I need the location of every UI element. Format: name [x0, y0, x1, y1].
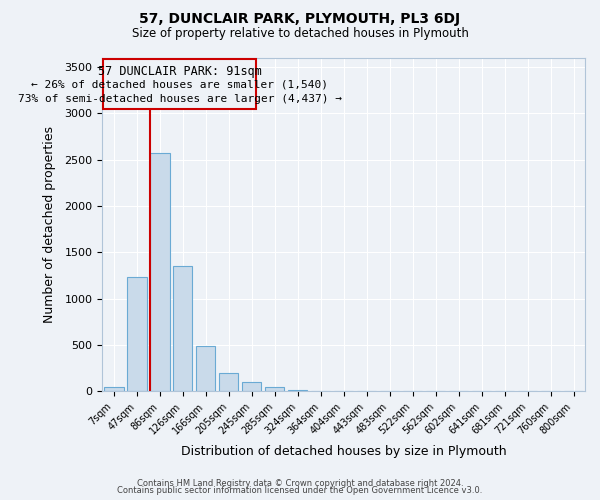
Bar: [104, 387, 124, 392]
Text: Contains HM Land Registry data © Crown copyright and database right 2024.: Contains HM Land Registry data © Crown c…: [137, 478, 463, 488]
X-axis label: Distribution of detached houses by size in Plymouth: Distribution of detached houses by size …: [181, 444, 506, 458]
Bar: [196, 346, 215, 392]
Bar: [150, 153, 170, 392]
Text: 73% of semi-detached houses are larger (4,437) →: 73% of semi-detached houses are larger (…: [18, 94, 342, 104]
Text: ← 26% of detached houses are smaller (1,540): ← 26% of detached houses are smaller (1,…: [31, 80, 328, 90]
Text: 57, DUNCLAIR PARK, PLYMOUTH, PL3 6DJ: 57, DUNCLAIR PARK, PLYMOUTH, PL3 6DJ: [139, 12, 461, 26]
Bar: [219, 374, 238, 392]
Bar: [127, 278, 146, 392]
Text: Size of property relative to detached houses in Plymouth: Size of property relative to detached ho…: [131, 28, 469, 40]
Bar: [288, 390, 307, 392]
Bar: [173, 266, 193, 392]
FancyBboxPatch shape: [103, 60, 256, 108]
Text: Contains public sector information licensed under the Open Government Licence v3: Contains public sector information licen…: [118, 486, 482, 495]
Text: 57 DUNCLAIR PARK: 91sqm: 57 DUNCLAIR PARK: 91sqm: [98, 65, 262, 78]
Bar: [265, 388, 284, 392]
Y-axis label: Number of detached properties: Number of detached properties: [43, 126, 56, 323]
Bar: [242, 382, 262, 392]
